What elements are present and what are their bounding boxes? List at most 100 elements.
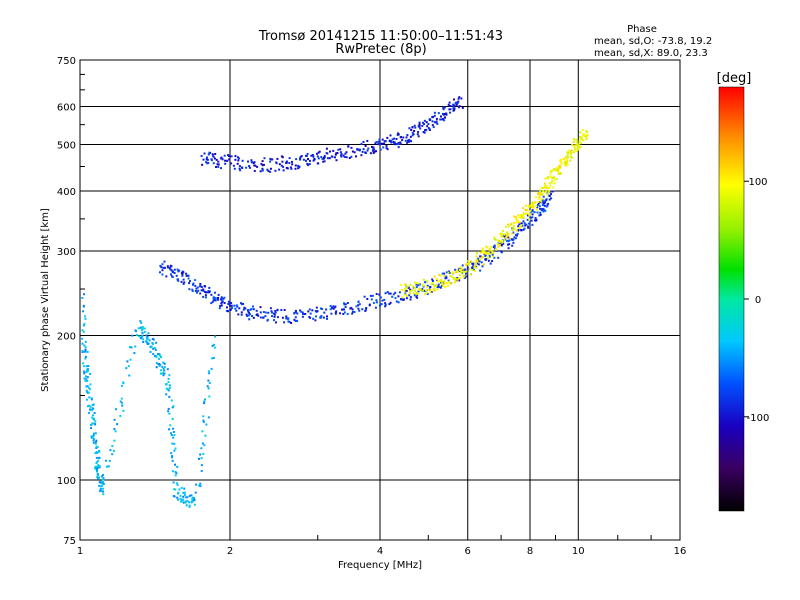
scatter-point — [166, 265, 169, 268]
scatter-point — [384, 292, 387, 295]
scatter-point — [573, 151, 575, 154]
scatter-point — [571, 149, 574, 152]
scatter-point — [158, 363, 161, 365]
scatter-point — [101, 481, 104, 483]
scatter-point — [582, 134, 584, 137]
scatter-point — [527, 204, 530, 207]
y-tick-label: 500 — [57, 141, 76, 152]
scatter-point — [489, 251, 492, 254]
scatter-point — [234, 158, 237, 161]
scatter-point — [527, 226, 530, 229]
scatter-point — [506, 231, 509, 234]
scatter-point — [262, 316, 265, 319]
scatter-point — [145, 340, 147, 343]
scatter-point — [437, 285, 439, 288]
scatter-point — [465, 275, 468, 278]
scatter-point — [202, 288, 205, 291]
scatter-point — [84, 355, 87, 358]
scatter-point — [200, 155, 203, 157]
scatter-point — [82, 362, 85, 365]
scatter-point — [492, 255, 495, 258]
scatter-point — [575, 144, 578, 147]
scatter-point — [276, 157, 279, 160]
scatter-point — [240, 311, 243, 314]
scatter-point — [385, 147, 388, 149]
colorbar-tick-label: -100 — [747, 413, 770, 424]
scatter-point — [173, 488, 176, 491]
scatter-point — [397, 132, 400, 135]
scatter-point — [501, 235, 504, 238]
scatter-point — [217, 293, 220, 296]
scatter-point — [288, 157, 291, 160]
scatter-point — [485, 251, 488, 254]
scatter-point — [152, 342, 154, 345]
scatter-point — [442, 283, 445, 286]
scatter-point — [323, 155, 326, 157]
scatter-point — [183, 494, 186, 496]
scatter-point — [220, 302, 223, 305]
scatter-point — [158, 357, 161, 360]
scatter-point — [516, 234, 518, 237]
scatter-point — [477, 263, 480, 266]
scatter-point — [182, 495, 185, 498]
scatter-point — [346, 302, 349, 304]
scatter-point — [465, 272, 467, 275]
scatter-point — [517, 229, 520, 232]
scatter-point — [545, 198, 548, 201]
scatter-point — [95, 440, 97, 443]
scatter-point — [94, 420, 97, 423]
scatter-point — [87, 411, 90, 414]
scatter-point — [261, 164, 264, 167]
scatter-point — [528, 214, 531, 217]
scatter-point — [515, 218, 518, 221]
scatter-point — [204, 291, 207, 294]
scatter-point — [421, 283, 424, 286]
scatter-point — [343, 311, 346, 314]
scatter-point — [180, 500, 183, 503]
scatter-point — [413, 286, 416, 289]
scatter-point — [350, 155, 353, 158]
scatter-point — [94, 452, 97, 455]
scatter-point — [94, 423, 97, 426]
scatter-point — [448, 282, 451, 285]
scatter-point — [441, 272, 444, 275]
scatter-point — [181, 274, 184, 277]
scatter-point — [274, 310, 277, 312]
scatter-point — [252, 316, 255, 319]
scatter-point — [426, 125, 429, 128]
scatter-point — [474, 263, 477, 265]
scatter-point — [89, 405, 92, 408]
scatter-point — [188, 501, 191, 504]
scatter-point — [438, 273, 441, 276]
scatter-point — [523, 212, 525, 215]
scatter-point — [453, 107, 456, 110]
scatter-point — [259, 311, 262, 314]
scatter-point — [330, 312, 333, 315]
scatter-point — [237, 159, 240, 162]
scatter-point — [320, 307, 322, 310]
scatter-point — [563, 162, 566, 165]
scatter-point — [487, 259, 490, 262]
scatter-point — [537, 197, 540, 200]
scatter-point — [544, 209, 547, 212]
scatter-point — [323, 311, 326, 314]
scatter-point — [167, 377, 170, 380]
scatter-point — [325, 308, 328, 311]
scatter-point — [336, 152, 339, 154]
scatter-point — [454, 278, 457, 280]
scatter-point — [198, 457, 200, 460]
scatter-point — [411, 126, 414, 129]
scatter-point — [310, 154, 313, 157]
scatter-point — [452, 105, 455, 108]
scatter-point — [158, 353, 161, 356]
scatter-point — [430, 283, 433, 286]
scatter-point — [165, 275, 168, 278]
scatter-point — [431, 282, 434, 285]
scatter-point — [537, 200, 540, 203]
scatter-point — [551, 190, 554, 193]
scatter-point — [98, 481, 101, 484]
scatter-point — [540, 200, 543, 203]
scatter-point — [573, 146, 576, 149]
scatter-point — [212, 357, 215, 359]
scatter-point — [275, 162, 278, 165]
